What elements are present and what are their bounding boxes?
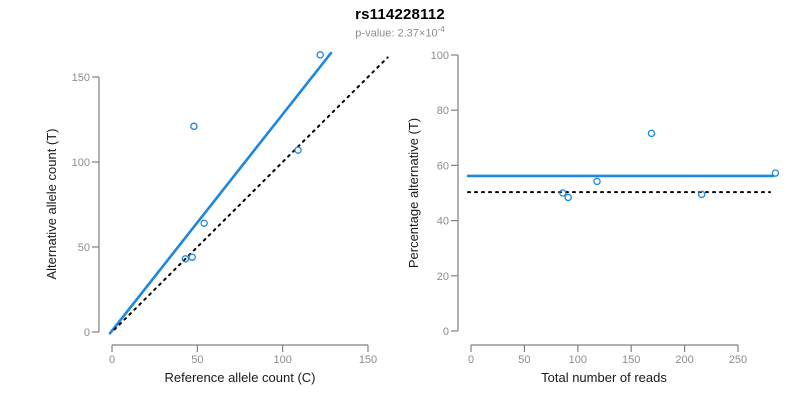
x-axis-title: Total number of reads [541,370,667,385]
y-tick-label: 40 [437,216,449,228]
y-tick-label: 20 [437,271,449,283]
x-tick-label: 50 [518,354,530,366]
x-tick-label: 200 [675,354,693,366]
y-tick-label: 150 [72,72,90,84]
data-point [188,253,196,261]
y-tick-label: 0 [84,327,90,339]
page-title: rs114228112 [355,6,445,23]
x-tick-label: 100 [569,354,587,366]
x-tick-label: 150 [622,354,640,366]
data-point [190,122,198,131]
x-tick-label: 0 [468,354,474,366]
y-tick-label: 50 [78,242,90,254]
x-axis-title: Reference allele count (C) [164,370,315,385]
data-point [697,190,706,199]
y-axis-title: Percentage alternative (T) [406,118,421,268]
y-tick-label: 60 [437,160,449,172]
p-value-exponent: -4 [437,25,445,34]
y-tick-label: 100 [72,157,90,169]
data-point [294,146,302,154]
y-tick-label: 0 [443,326,449,338]
x-tick-label: 100 [273,354,291,366]
fit-line [108,51,333,335]
p-value-subtitle: p-value: 2.37×10-4 [0,25,800,40]
x-tick-label: 150 [359,354,377,366]
data-point [771,169,780,177]
x-tick-label: 50 [191,354,203,366]
p-value-text: p-value: 2.37×10 [355,27,438,40]
data-point [564,193,572,202]
x-tick-label: 250 [729,354,747,366]
y-tick-label: 100 [431,50,449,62]
data-point [647,129,656,138]
x-tick-label: 0 [109,354,115,366]
data-point [559,189,567,197]
y-tick-label: 80 [437,105,449,117]
data-point [593,177,601,186]
data-point [181,255,190,263]
data-point [200,219,208,227]
identity-line [113,56,389,331]
y-axis-title: Alternative allele count (T) [44,128,59,279]
data-point [316,51,324,59]
